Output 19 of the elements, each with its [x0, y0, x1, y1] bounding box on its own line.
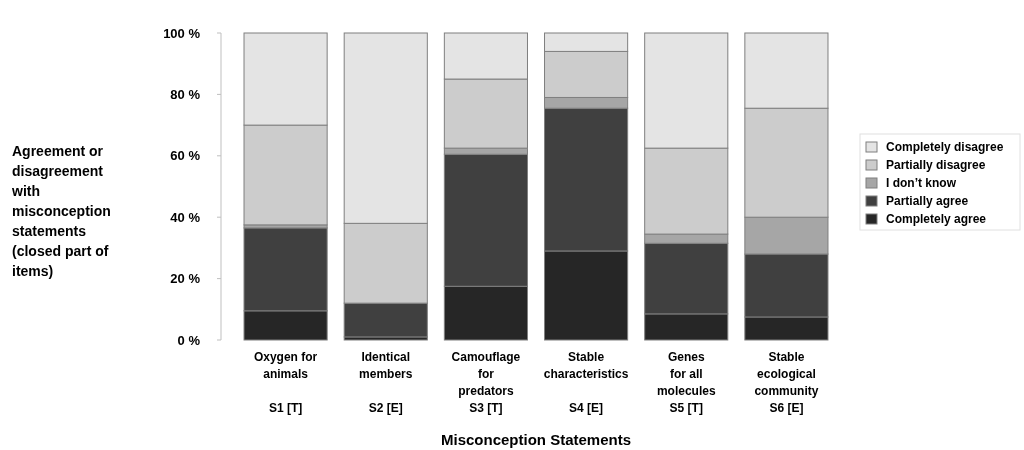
y-tick-label: 80 % [170, 86, 201, 102]
x-axis-title: Misconception Statements [440, 431, 632, 448]
y-tick-label: 0 % [177, 332, 201, 348]
category-label: Stable characteristics S4 [E] [543, 350, 629, 415]
x-tick-label: Camouflage for predators S3 [T] [451, 350, 521, 415]
legend-label: Partially disagree [886, 158, 986, 173]
legend-label: Completely agree [886, 212, 987, 227]
y-tick-label: 20 % [170, 271, 201, 287]
category-label: Oxygen for animals S1 [T] [253, 350, 318, 415]
legend-label: Partially agree [886, 194, 969, 209]
y-axis-title: Agreement or disagreement with misconception statements (closed part of items) [11, 143, 111, 279]
y-tick-label: 40 % [170, 209, 201, 225]
x-tick-label: Genes for all molecules S5 [T] [656, 350, 716, 415]
y-tick-label: 100 % [163, 25, 201, 41]
legend-label: I don’t know [886, 176, 957, 191]
y-tick-label: 60 % [170, 148, 201, 164]
category-label: Identical members S2 [E] [359, 350, 413, 415]
x-tick-label: Stable ecological community S6 [E] [754, 350, 819, 415]
legend-label: Completely disagree [886, 140, 1004, 155]
